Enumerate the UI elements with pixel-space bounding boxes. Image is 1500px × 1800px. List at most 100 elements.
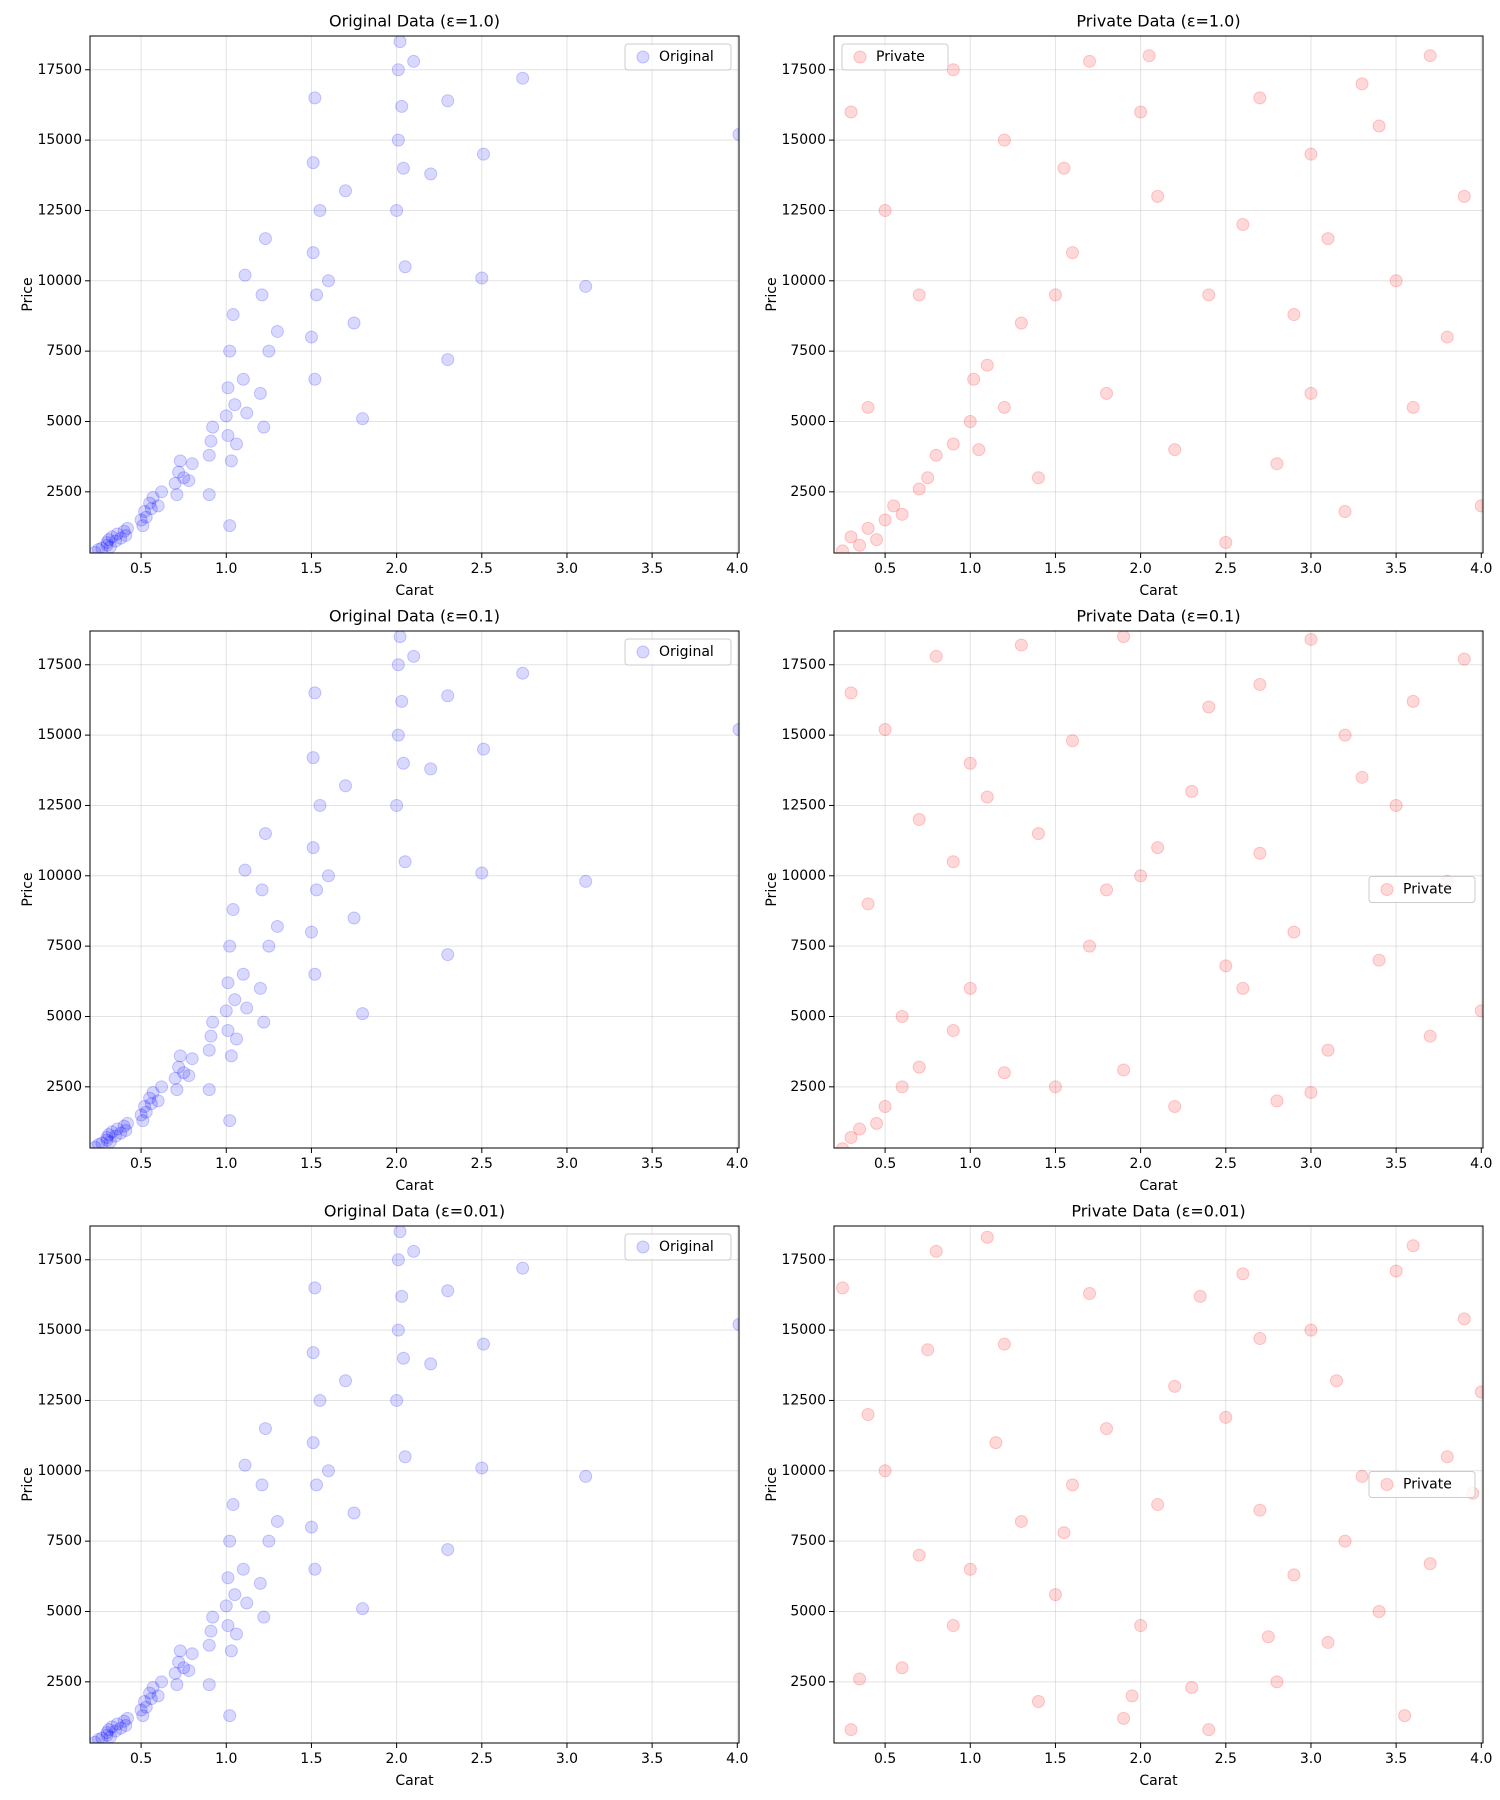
point	[92, 1733, 106, 1743]
y-tick-label: 17500	[781, 657, 826, 673]
point	[929, 448, 943, 462]
point	[117, 524, 131, 538]
point	[1355, 1469, 1369, 1483]
legend-marker	[636, 50, 650, 64]
point	[853, 538, 867, 552]
point	[853, 1122, 867, 1136]
x-tick-label: 4.0	[1470, 561, 1492, 577]
y-axis-label: Price	[764, 277, 780, 311]
point	[1134, 869, 1148, 883]
point	[391, 133, 405, 147]
y-tick-label: 15000	[37, 1322, 82, 1338]
y-tick-label: 7500	[790, 1533, 826, 1549]
point	[895, 507, 909, 521]
axes-frame	[833, 35, 1484, 554]
point	[1287, 308, 1301, 322]
subplot: 0.5 1.0 1.5 2.0 2.5 3.0 3.5 4.0 2500 5000 7500 1000…	[764, 1202, 1492, 1790]
point	[109, 1129, 123, 1143]
point	[441, 1543, 455, 1557]
point	[878, 513, 892, 527]
point	[1270, 457, 1284, 471]
point	[1474, 499, 1483, 513]
point	[1083, 939, 1097, 953]
point	[963, 414, 977, 428]
point	[1389, 274, 1403, 288]
x-tick-label: 1.0	[215, 1156, 237, 1172]
y-tick-label: 7500	[46, 343, 82, 359]
point	[1185, 784, 1199, 798]
point	[579, 1469, 593, 1483]
legend-label: Private	[1403, 1477, 1452, 1493]
point	[1100, 883, 1114, 897]
point	[109, 1724, 123, 1738]
point	[95, 1136, 109, 1148]
point	[223, 344, 237, 358]
point	[134, 1703, 148, 1717]
point	[109, 534, 123, 548]
point	[144, 502, 158, 516]
point	[223, 519, 237, 533]
point	[398, 855, 412, 869]
point	[347, 1506, 361, 1520]
point	[146, 1680, 160, 1694]
point	[262, 939, 276, 953]
y-tick-label: 2500	[46, 1079, 82, 1095]
point	[1253, 846, 1267, 860]
x-tick-label: 4.0	[726, 561, 748, 577]
point	[393, 631, 407, 644]
point	[1398, 1709, 1412, 1723]
point	[204, 1624, 218, 1638]
x-tick-label: 1.5	[300, 561, 322, 577]
point	[1048, 1588, 1062, 1602]
point	[356, 1602, 370, 1616]
point	[170, 1678, 184, 1692]
point	[313, 1393, 327, 1407]
point	[306, 1436, 320, 1450]
point	[100, 538, 114, 552]
x-tick-label: 3.5	[641, 1751, 663, 1767]
point	[143, 1091, 157, 1105]
legend-box	[624, 1233, 732, 1261]
point	[1406, 1239, 1420, 1253]
point	[1236, 218, 1250, 232]
y-tick-label: 15000	[781, 727, 826, 743]
point	[270, 324, 284, 338]
point	[155, 1675, 169, 1689]
point	[946, 855, 960, 869]
point	[229, 1032, 243, 1046]
legend-marker	[853, 50, 867, 64]
y-tick-label: 17500	[781, 62, 826, 78]
points	[836, 631, 1483, 1148]
point	[1355, 770, 1369, 784]
point	[1100, 1422, 1114, 1436]
point	[390, 203, 404, 217]
point	[138, 505, 152, 519]
point	[396, 1351, 410, 1365]
point	[1151, 1498, 1165, 1512]
point	[391, 1253, 405, 1267]
point	[90, 1140, 102, 1148]
y-tick-label: 10000	[781, 273, 826, 289]
point	[989, 1436, 1003, 1450]
point	[202, 488, 216, 502]
point	[356, 1007, 370, 1021]
y-tick-label: 7500	[46, 1533, 82, 1549]
point	[100, 1725, 114, 1739]
point	[997, 1066, 1011, 1080]
point	[946, 1619, 960, 1633]
point	[1031, 827, 1045, 841]
y-tick-label: 17500	[781, 1252, 826, 1268]
point	[206, 1015, 220, 1029]
point	[393, 1226, 407, 1239]
point	[92, 1138, 106, 1148]
point	[308, 1281, 322, 1295]
points	[90, 36, 739, 553]
points	[836, 1230, 1483, 1737]
point	[202, 448, 216, 462]
point	[1372, 953, 1386, 967]
point	[1125, 1689, 1139, 1703]
point	[895, 1080, 909, 1094]
point	[844, 1723, 858, 1737]
point	[223, 1709, 237, 1723]
point	[321, 274, 335, 288]
